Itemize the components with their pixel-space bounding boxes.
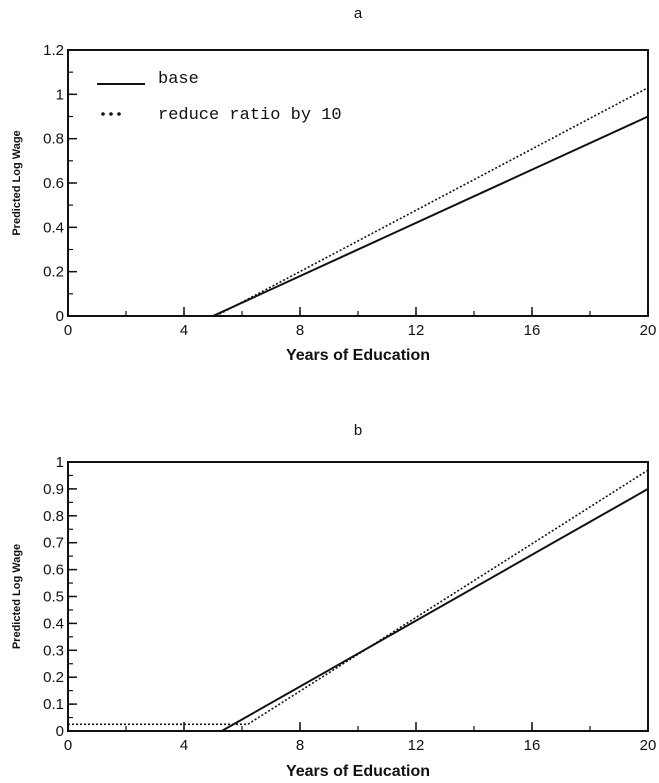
x-tick-label: 16 <box>524 737 541 754</box>
x-axis-title: Years of Education <box>286 763 430 780</box>
legend-dot <box>101 112 105 116</box>
y-tick-label: 1 <box>56 454 64 471</box>
x-tick-label: 4 <box>180 322 188 339</box>
y-tick-label: 0 <box>56 723 64 740</box>
y-tick-label: 0.2 <box>43 264 64 281</box>
y-tick-label: 0.8 <box>43 508 64 525</box>
x-axis-title: Years of Education <box>286 347 430 364</box>
x-tick-label: 12 <box>408 322 425 339</box>
y-tick-label: 1.2 <box>43 42 64 59</box>
dotted-series-line <box>215 86 649 317</box>
legend-dot <box>117 112 121 116</box>
x-tick-label: 20 <box>640 737 657 754</box>
legend-label: reduce ratio by 10 <box>158 106 342 125</box>
y-tick-label: 0.1 <box>43 696 64 713</box>
chart-panel-a: a 0 4 8 12 16 20 0 0.2 0.4 0.6 0.8 1 1.2 Years of Educ… <box>11 5 656 364</box>
y-axis-title: Predicted Log Wage <box>11 130 23 235</box>
solid-series-line <box>68 488 649 732</box>
y-tick-label: 0.5 <box>43 589 64 606</box>
y-tick-label: 0.4 <box>43 615 64 632</box>
legend-dot <box>109 112 113 116</box>
chart-title: b <box>354 422 362 439</box>
y-tick-label: 0.3 <box>43 642 64 659</box>
x-tick-label: 16 <box>524 322 541 339</box>
plot-frame <box>67 49 649 317</box>
plot-frame <box>67 461 649 732</box>
y-tick-label: 1 <box>56 86 64 103</box>
x-tick-label: 8 <box>296 322 304 339</box>
y-tick-label: 0.7 <box>43 535 64 552</box>
chart-panel-b: b 0 4 8 12 16 20 0 0.1 0.2 0.3 0.4 0.5 0.6 0.7 0.8 0.9 1 Y… <box>11 422 656 780</box>
dotted-series-line <box>68 469 649 726</box>
x-tick-label: 20 <box>640 322 657 339</box>
x-tick-label: 0 <box>64 322 72 339</box>
solid-series-line <box>212 115 649 317</box>
legend: base reduce ratio by 10 <box>97 70 342 125</box>
x-tick-label: 12 <box>408 737 425 754</box>
chart-title: a <box>354 5 363 22</box>
y-tick-label: 0.8 <box>43 131 64 148</box>
y-tick-label: 0.4 <box>43 219 64 236</box>
x-tick-label: 8 <box>296 737 304 754</box>
y-tick-label: 0.9 <box>43 481 64 498</box>
x-tick-label: 0 <box>64 737 72 754</box>
y-tick-label: 0.6 <box>43 175 64 192</box>
y-tick-label: 0.2 <box>43 669 64 686</box>
y-tick-label: 0.6 <box>43 562 64 579</box>
x-tick-label: 4 <box>180 737 188 754</box>
legend-label: base <box>158 70 199 89</box>
y-axis-title: Predicted Log Wage <box>11 544 23 649</box>
y-tick-label: 0 <box>56 308 64 325</box>
